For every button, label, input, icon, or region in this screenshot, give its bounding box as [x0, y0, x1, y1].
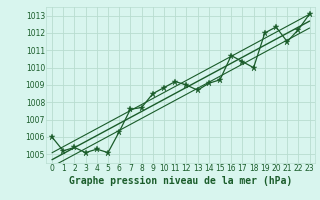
X-axis label: Graphe pression niveau de la mer (hPa): Graphe pression niveau de la mer (hPa) — [69, 176, 292, 186]
